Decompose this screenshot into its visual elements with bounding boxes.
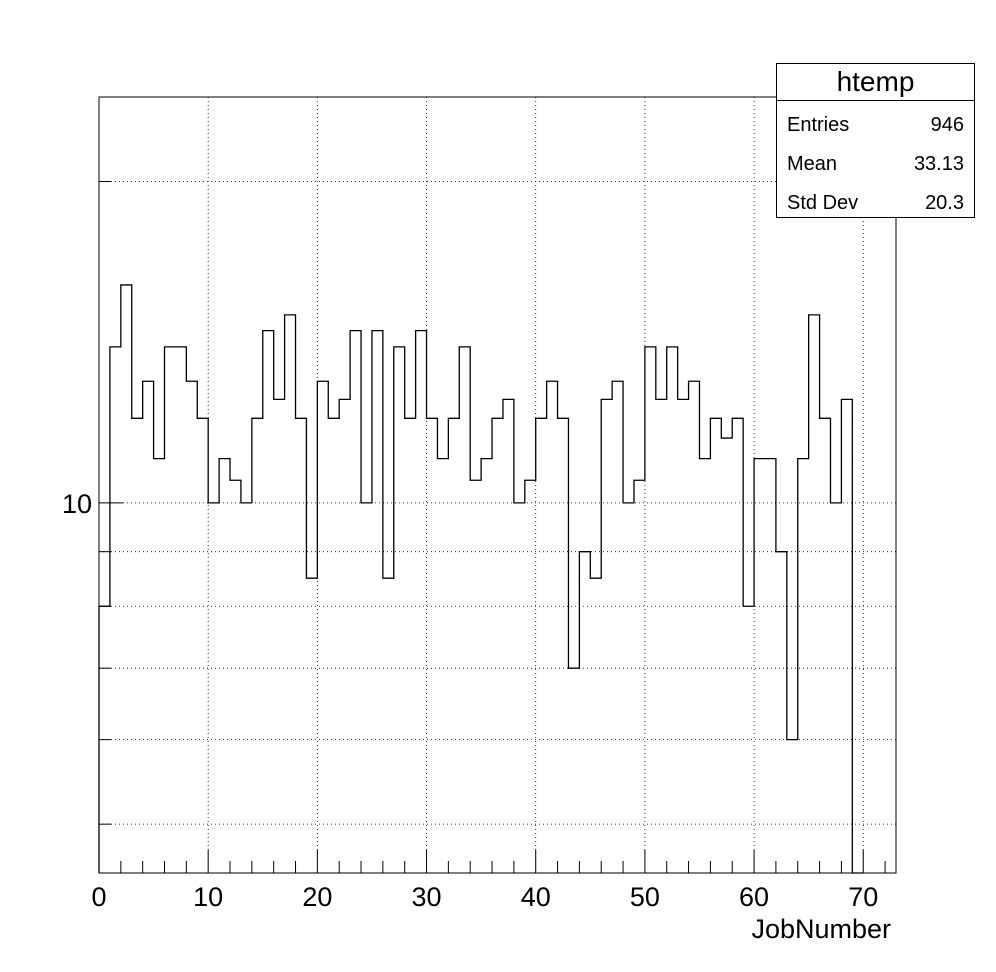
x-tick-label: 70 xyxy=(848,882,878,912)
stats-row-entries: Entries 946 xyxy=(787,106,964,144)
plot-frame xyxy=(98,96,897,874)
stats-value: 20.3 xyxy=(925,192,964,214)
stats-label: Std Dev xyxy=(787,192,859,214)
x-tick-label: 50 xyxy=(630,882,660,912)
stats-label: Entries xyxy=(787,114,850,136)
stats-value: 946 xyxy=(930,114,964,136)
stats-row-stddev: Std Dev 20.3 xyxy=(787,184,964,222)
stats-label: Mean xyxy=(787,153,838,175)
x-tick-label: 30 xyxy=(412,882,442,912)
x-tick-label: 0 xyxy=(91,882,106,912)
histogram-step-line xyxy=(98,284,864,874)
y-tick-label: 10 xyxy=(62,489,92,519)
stats-box: htemp Entries 946 Mean 33.13 Std Dev 20.… xyxy=(776,63,975,218)
stats-value: 33.13 xyxy=(913,153,964,175)
x-tick-label: 10 xyxy=(193,882,223,912)
x-tick-label: 40 xyxy=(521,882,551,912)
x-tick-label: 20 xyxy=(302,882,332,912)
tick-labels: 0 10 20 30 40 50 60 70 10 xyxy=(62,489,878,912)
x-axis-label: JobNumber xyxy=(751,914,891,944)
axis-ticks xyxy=(98,181,886,873)
stats-title: htemp xyxy=(777,64,974,101)
stats-row-mean: Mean 33.13 xyxy=(787,145,964,183)
x-tick-label: 60 xyxy=(739,882,769,912)
